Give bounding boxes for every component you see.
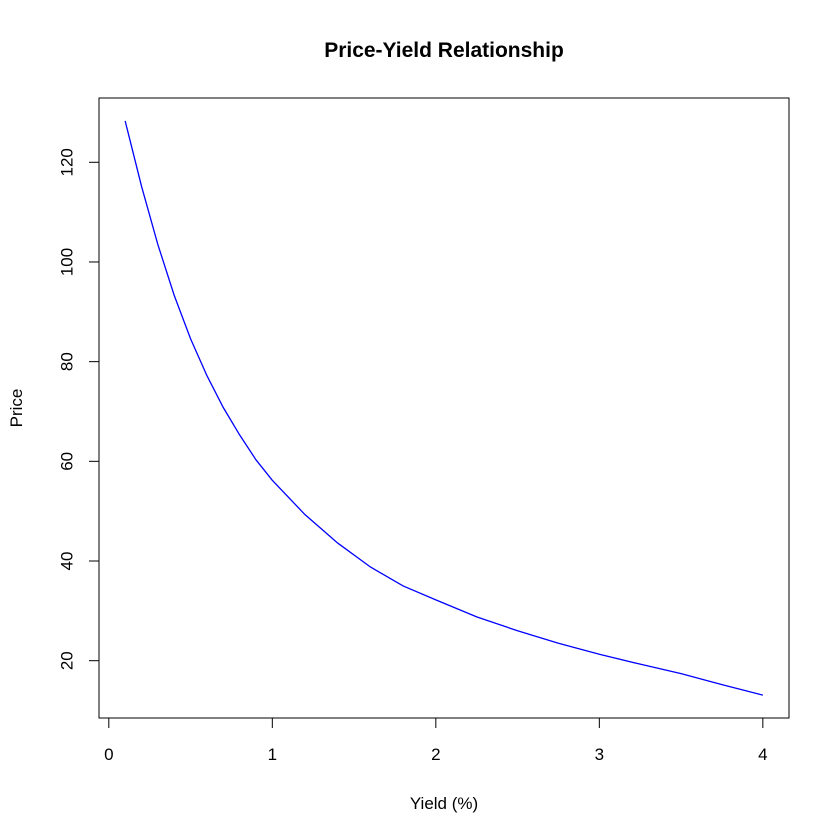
chart-title: Price-Yield Relationship [324,39,564,62]
y-tick-label: 60 [57,452,76,471]
x-axis-label: Yield (%) [410,794,478,813]
price-yield-line [124,120,764,696]
y-tick-label: 100 [57,248,76,276]
x-tick-label: 3 [595,745,604,764]
y-tick-label: 40 [57,552,76,571]
y-tick-label: 80 [57,352,76,371]
x-axis: 0 1 2 3 4 [104,717,768,764]
x-tick-label: 1 [268,745,277,764]
x-tick-label: 4 [758,745,767,764]
y-axis-label: Price [7,389,26,428]
x-tick-label: 0 [104,745,113,764]
y-tick-label: 120 [57,148,76,176]
y-tick-label: 20 [57,651,76,670]
x-tick-label: 2 [431,745,440,764]
plot-frame [98,97,790,719]
y-axis: 20 40 60 80 100 120 [57,148,100,670]
series-layer [124,120,764,696]
